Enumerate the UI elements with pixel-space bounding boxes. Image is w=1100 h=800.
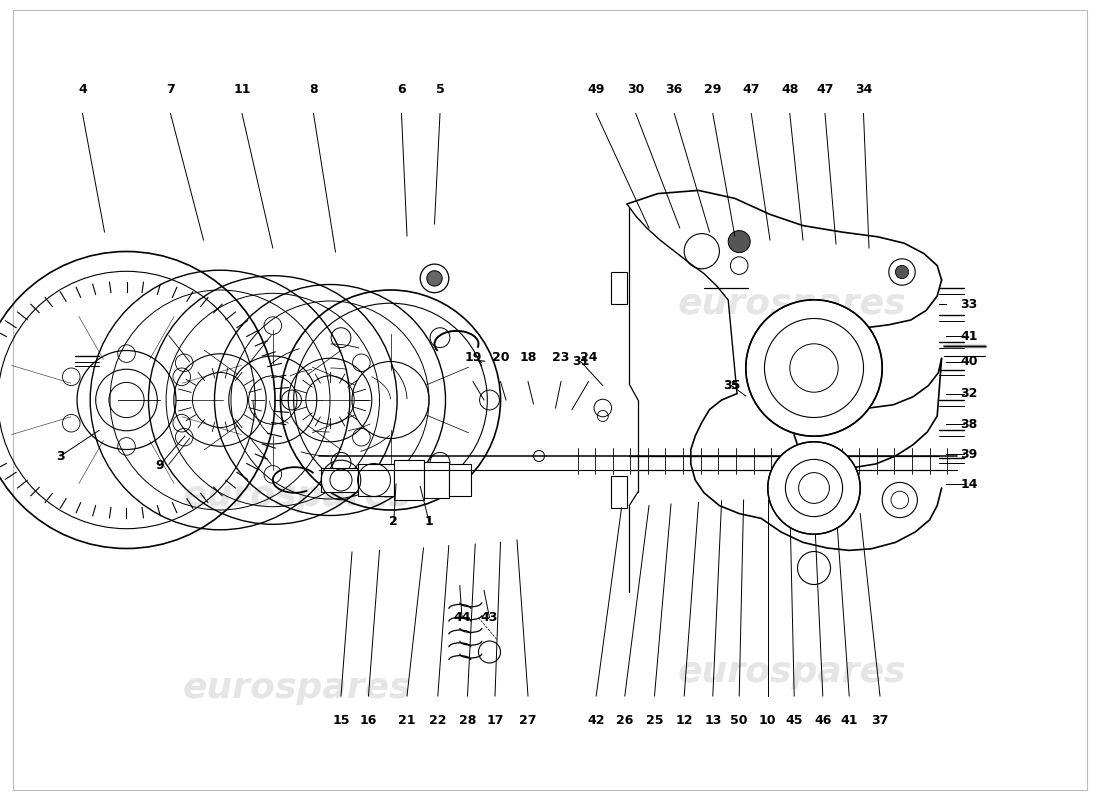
Text: 18: 18 (519, 351, 537, 364)
Text: 27: 27 (519, 714, 537, 726)
Text: 24: 24 (580, 351, 597, 364)
Polygon shape (449, 464, 471, 496)
Text: 8: 8 (309, 83, 318, 96)
Text: 20: 20 (492, 351, 509, 364)
Text: 38: 38 (960, 418, 978, 430)
Text: 25: 25 (646, 714, 663, 726)
Text: 47: 47 (742, 83, 760, 96)
Text: 9: 9 (155, 459, 164, 472)
Circle shape (728, 230, 750, 253)
Text: 43: 43 (481, 611, 498, 624)
Text: 44: 44 (453, 611, 471, 624)
Text: 32: 32 (960, 387, 978, 400)
Text: 26: 26 (616, 714, 634, 726)
Text: 45: 45 (785, 714, 803, 726)
Text: 40: 40 (960, 355, 978, 368)
Circle shape (895, 266, 909, 278)
Text: 42: 42 (587, 714, 605, 726)
Text: 10: 10 (759, 714, 777, 726)
Text: 5: 5 (436, 83, 444, 96)
Text: eurospares: eurospares (183, 479, 411, 513)
Text: 50: 50 (730, 714, 748, 726)
Polygon shape (394, 460, 424, 500)
Text: 31: 31 (572, 355, 590, 368)
Text: 15: 15 (332, 714, 350, 726)
Text: 37: 37 (871, 714, 889, 726)
Text: 19: 19 (464, 351, 482, 364)
Text: 6: 6 (397, 83, 406, 96)
Text: 34: 34 (855, 83, 872, 96)
Text: 35: 35 (723, 379, 740, 392)
Text: 49: 49 (587, 83, 605, 96)
Text: 17: 17 (486, 714, 504, 726)
Text: 11: 11 (233, 83, 251, 96)
Text: eurospares: eurospares (183, 671, 411, 705)
Text: 12: 12 (675, 714, 693, 726)
Text: 21: 21 (398, 714, 416, 726)
Circle shape (768, 442, 860, 534)
Text: 48: 48 (781, 83, 799, 96)
Polygon shape (424, 462, 449, 498)
Text: 4: 4 (78, 83, 87, 96)
Text: 29: 29 (704, 83, 722, 96)
Text: 30: 30 (627, 83, 645, 96)
Text: 35: 35 (725, 381, 738, 390)
Text: 13: 13 (704, 714, 722, 726)
Text: 14: 14 (960, 478, 978, 490)
Text: 46: 46 (814, 714, 832, 726)
Text: 41: 41 (960, 330, 978, 342)
Text: 1: 1 (425, 515, 433, 528)
Text: 3: 3 (56, 450, 65, 462)
Text: 23: 23 (552, 351, 570, 364)
Text: eurospares: eurospares (678, 655, 906, 689)
Text: 28: 28 (459, 714, 476, 726)
Text: eurospares: eurospares (678, 287, 906, 321)
Text: 16: 16 (360, 714, 377, 726)
Polygon shape (321, 468, 358, 492)
Text: 7: 7 (166, 83, 175, 96)
Circle shape (427, 270, 442, 286)
Text: 2: 2 (389, 515, 398, 528)
Text: 47: 47 (816, 83, 834, 96)
Circle shape (746, 300, 882, 436)
Text: 41: 41 (840, 714, 858, 726)
Polygon shape (358, 464, 394, 496)
Text: 22: 22 (429, 714, 447, 726)
Text: 33: 33 (960, 298, 978, 310)
Text: 36: 36 (666, 83, 683, 96)
Text: 39: 39 (960, 448, 978, 461)
